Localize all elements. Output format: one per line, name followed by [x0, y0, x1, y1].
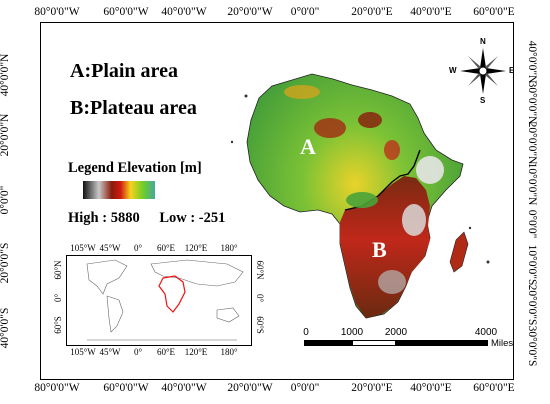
inset-lat-tick: 0°	[255, 293, 265, 303]
lon-tick: 60°0'0"E	[473, 382, 515, 394]
lon-tick: 80°0'0"W	[34, 382, 80, 394]
inset-lon-tick: 180°	[220, 243, 238, 253]
inset-world-map	[66, 255, 252, 346]
inset-lon-tick: 0°	[133, 347, 143, 357]
inset-lat-tick: 60°N	[255, 260, 265, 280]
lon-tick: 40°0'0"E	[410, 6, 452, 18]
legend-high: High : 5880	[68, 210, 140, 226]
inset-lon-tick: 105°W	[70, 347, 96, 357]
scale-label-1000: 1000	[340, 327, 364, 338]
island	[486, 260, 490, 264]
elevation-color-ramp	[83, 181, 155, 199]
lon-tick: 20°0'0"W	[227, 382, 273, 394]
world-outline	[86, 259, 244, 341]
southern-highland	[378, 270, 406, 294]
ethiopian-highland	[416, 156, 444, 184]
inset-lon-tick: 45°W	[99, 243, 121, 253]
east-african-highland	[402, 204, 426, 236]
inset-lon-tick: 120°E	[184, 347, 208, 357]
inset-lon-tick: 105°W	[70, 243, 96, 253]
darfur-highland	[384, 140, 400, 160]
inset-lon-tick: 60°E	[156, 243, 176, 253]
madagascar	[449, 231, 469, 273]
plateau-area-label: B:Plateau area	[70, 97, 197, 119]
lon-tick: 60°0'0"W	[103, 6, 149, 18]
scale-label-2000: 2000	[384, 327, 408, 338]
atlas-highland	[284, 85, 320, 99]
compass-rose-icon	[460, 48, 506, 94]
scale-unit: Miles	[491, 338, 514, 349]
inset-lon-tick: 0°	[133, 243, 143, 253]
compass-s: S	[480, 96, 486, 105]
inset-lon-tick: 60°E	[156, 347, 176, 357]
legend-stats: High : 5880 Low : -251	[68, 210, 225, 227]
lon-tick: 60°0'0"E	[473, 6, 515, 18]
lon-tick: 20°0'0"W	[227, 6, 273, 18]
scale-label-4000: 4000	[474, 327, 498, 338]
scale-segment-3	[396, 340, 488, 346]
lon-tick: 20°0'0"E	[351, 382, 393, 394]
lon-tick: 40°0'0"W	[161, 382, 207, 394]
inset-lat-tick: 60°S	[53, 316, 63, 334]
region-b-label: B	[372, 237, 387, 262]
inset-lat-tick: 60°S	[255, 316, 265, 334]
africa-highlight	[158, 275, 186, 313]
lon-tick: 0°0'0"	[290, 6, 320, 18]
inset-lon-tick: 120°E	[184, 243, 208, 253]
ahaggar-highland	[314, 118, 346, 138]
island	[244, 94, 248, 98]
legend-title: Legend Elevation [m]	[68, 160, 202, 176]
scale-label-0: 0	[303, 327, 309, 338]
lon-tick: 20°0'0"E	[351, 6, 393, 18]
scale-segment-1	[304, 340, 352, 346]
lon-tick: 60°0'0"W	[103, 382, 149, 394]
lon-tick: 40°0'0"E	[410, 382, 452, 394]
inset-lon-tick: 180°	[220, 347, 238, 357]
compass-n: N	[480, 37, 486, 46]
compass-w: W	[449, 66, 457, 75]
congo-basin	[346, 192, 378, 208]
inset-lat-tick: 60°N	[53, 260, 63, 280]
tibesti-highland	[358, 112, 382, 128]
lon-tick: 80°0'0"W	[34, 6, 80, 18]
legend-low: Low : -251	[159, 210, 226, 226]
lon-tick: 40°0'0"W	[161, 6, 207, 18]
lon-tick: 0°0'0"	[290, 382, 320, 394]
compass-e: E	[509, 66, 515, 75]
inset-lat-tick: 0°	[53, 293, 63, 303]
island	[468, 226, 472, 230]
inset-lon-tick: 45°W	[99, 347, 121, 357]
scale-segment-2	[352, 340, 396, 346]
plain-area-label: A:Plain area	[70, 60, 178, 82]
island	[230, 140, 234, 144]
region-a-label: A	[300, 134, 316, 159]
